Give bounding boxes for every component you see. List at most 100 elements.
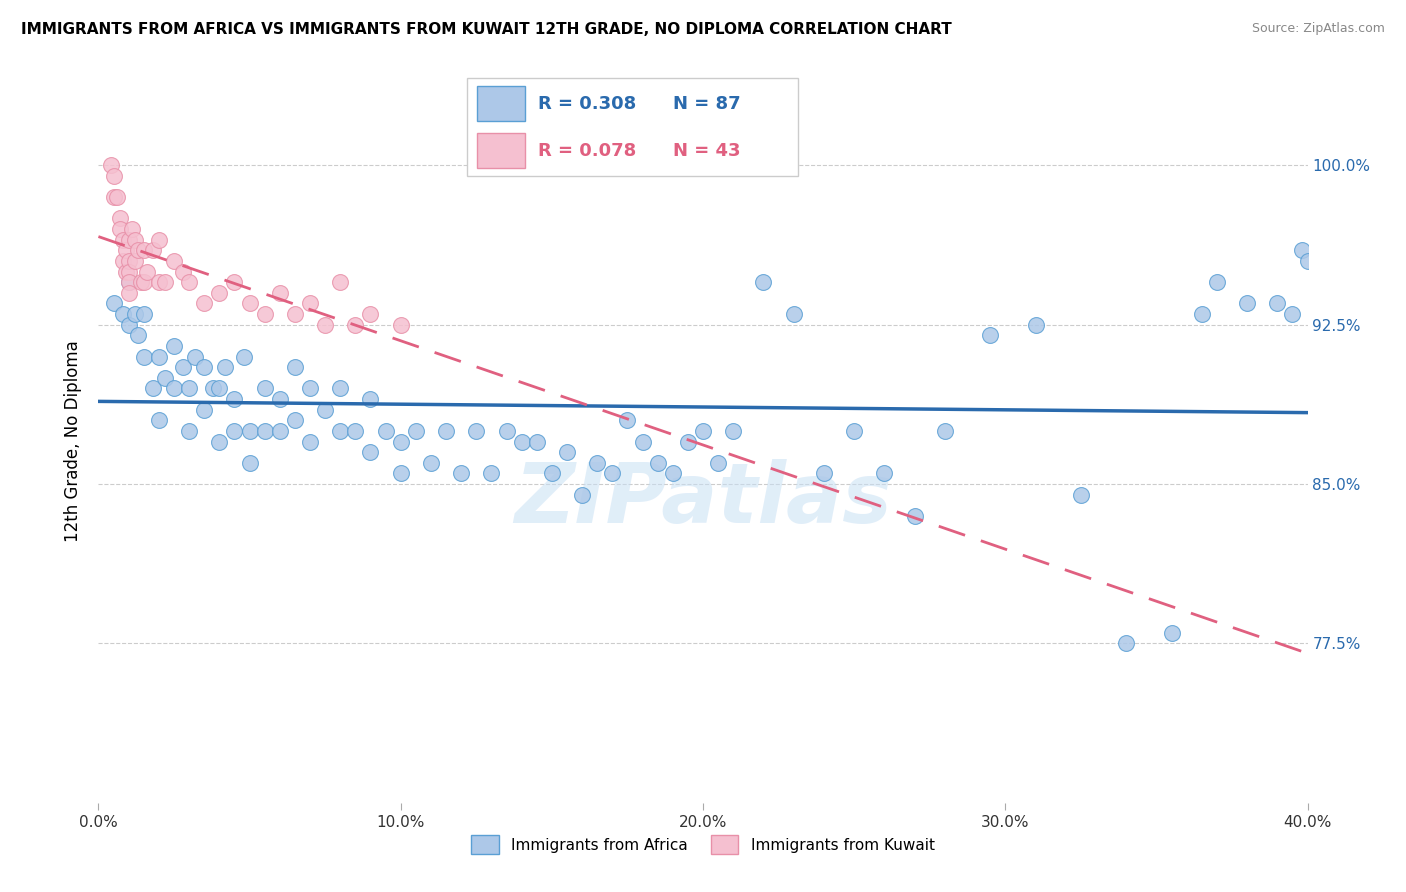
Point [329,275,352,289]
Point [450,467,472,481]
Text: ZIPatlas: ZIPatlas [515,458,891,540]
Point [844,424,866,438]
Point [616,413,638,427]
Point [163,339,186,353]
Point [142,244,165,258]
Point [1115,636,1137,650]
Point [360,445,382,459]
Point [124,253,146,268]
Point [153,275,176,289]
Point [344,318,367,332]
Point [1206,275,1229,289]
Point [1070,488,1092,502]
Point [873,467,896,481]
Point [299,434,322,449]
Bar [478,133,524,168]
Point [239,296,262,310]
Point [124,307,146,321]
Point [224,392,246,406]
Point [692,424,714,438]
Text: R = 0.308: R = 0.308 [538,95,637,112]
Point [647,456,669,470]
Point [179,424,201,438]
Point [108,222,131,236]
Point [1024,318,1046,332]
Point [374,424,396,438]
Point [299,381,322,395]
Point [135,264,157,278]
Point [360,392,382,406]
Point [105,190,128,204]
Point [602,467,624,481]
Point [555,445,578,459]
Point [202,381,225,395]
Point [299,296,322,310]
Point [344,424,367,438]
Point [1296,253,1319,268]
Text: R = 0.078: R = 0.078 [538,142,637,160]
Point [118,275,141,289]
Point [103,169,125,183]
Point [124,233,146,247]
Point [111,307,134,321]
Point [314,318,336,332]
Point [389,434,412,449]
Point [253,424,276,438]
Point [586,456,609,470]
Point [224,275,246,289]
Point [269,285,291,300]
Point [269,424,291,438]
Point [979,328,1001,343]
Point [118,233,141,247]
Point [148,350,170,364]
Point [1191,307,1213,321]
Text: IMMIGRANTS FROM AFRICA VS IMMIGRANTS FROM KUWAIT 12TH GRADE, NO DIPLOMA CORRELAT: IMMIGRANTS FROM AFRICA VS IMMIGRANTS FRO… [21,22,952,37]
Point [132,244,155,258]
Point [118,264,141,278]
Point [118,253,141,268]
Point [172,264,194,278]
Point [121,222,143,236]
Point [253,381,276,395]
Point [111,233,134,247]
Point [269,392,291,406]
Text: N = 87: N = 87 [673,95,741,112]
Point [103,296,125,310]
Point [284,360,307,375]
Point [1281,307,1303,321]
Point [540,467,562,481]
Point [631,434,654,449]
Point [132,350,155,364]
FancyBboxPatch shape [467,78,799,177]
Point [172,360,194,375]
Point [118,275,141,289]
Point [153,371,176,385]
Point [108,211,131,226]
Point [118,285,141,300]
Point [224,424,246,438]
Point [510,434,533,449]
Point [405,424,427,438]
Point [239,424,262,438]
Point [284,307,307,321]
Point [100,158,122,172]
Point [707,456,730,470]
Point [114,244,136,258]
Text: Source: ZipAtlas.com: Source: ZipAtlas.com [1251,22,1385,36]
Point [752,275,775,289]
Point [239,456,262,470]
Point [193,402,215,417]
Y-axis label: 12th Grade, No Diploma: 12th Grade, No Diploma [65,341,83,542]
Point [284,413,307,427]
Point [208,381,231,395]
Legend: Immigrants from Africa, Immigrants from Kuwait: Immigrants from Africa, Immigrants from … [465,830,941,860]
Point [193,296,215,310]
Point [1160,625,1182,640]
Point [148,233,170,247]
Point [129,275,152,289]
Point [904,508,927,523]
Point [208,434,231,449]
Point [571,488,593,502]
Point [676,434,699,449]
Point [783,307,806,321]
